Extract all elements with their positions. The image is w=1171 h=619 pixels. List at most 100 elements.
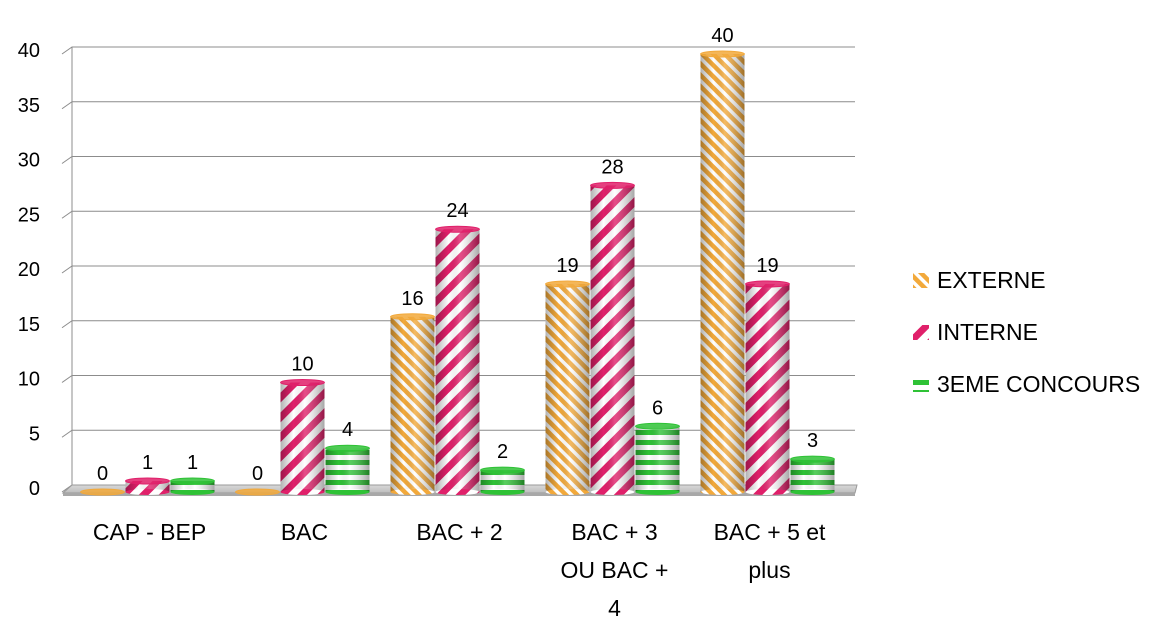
- data-label: 28: [601, 156, 623, 178]
- legend-label: EXTERNE: [937, 267, 1046, 293]
- legend: EXTERNE INTERNE 3EME CONCOURS: [913, 267, 1140, 397]
- data-label: 40: [711, 25, 733, 47]
- data-label: 1: [187, 452, 198, 474]
- legend-label: 3EME CONCOURS: [937, 371, 1140, 397]
- bar-bottom: [635, 489, 680, 495]
- bar-bottom: [125, 489, 170, 495]
- legend-item: INTERNE: [913, 319, 1038, 345]
- bar-top: [745, 280, 790, 288]
- bar: [170, 477, 215, 495]
- bar-bottom: [790, 489, 835, 495]
- bar-top: [125, 477, 170, 485]
- category-label: BAC + 3: [571, 519, 657, 545]
- bar-bottom: [435, 489, 480, 495]
- bar-bottom: [390, 489, 435, 495]
- data-label: 10: [291, 354, 313, 376]
- bar: [590, 181, 635, 495]
- x-axis: CAP - BEP BAC BAC + 2 BAC + 3 OU BAC + 4 BAC +…: [93, 519, 826, 619]
- y-tick-label: 35: [18, 95, 40, 117]
- category-label: plus: [748, 557, 790, 583]
- legend-swatch: [913, 325, 929, 340]
- y-tick-label: 0: [29, 478, 40, 500]
- bar-bottom: [170, 489, 215, 495]
- legend-swatch: [913, 273, 929, 288]
- data-label: 16: [401, 288, 423, 310]
- bar-top: [635, 422, 680, 430]
- y-tick-label: 20: [18, 259, 40, 281]
- y-tick-label: 30: [18, 150, 40, 172]
- bar-top: [280, 379, 325, 386]
- category-label: CAP - BEP: [93, 519, 206, 545]
- y-tick-label: 25: [18, 204, 40, 226]
- bar-shading: [435, 229, 480, 492]
- bar-top: [390, 313, 435, 321]
- data-label: 2: [497, 441, 508, 463]
- data-label: 3: [807, 430, 818, 452]
- bars: [80, 50, 835, 496]
- bar-shading: [545, 283, 590, 492]
- bar: [700, 50, 745, 495]
- bar-bottom: [745, 489, 790, 495]
- bar: [390, 313, 435, 495]
- bar-bottom: [280, 489, 325, 495]
- y-tick-label: 5: [29, 423, 40, 445]
- legend-item: EXTERNE: [913, 267, 1046, 293]
- bar: [790, 455, 835, 495]
- bar: [325, 444, 370, 495]
- data-label: 4: [342, 419, 353, 441]
- category-label: BAC + 2: [416, 519, 502, 545]
- bar-top: [325, 444, 370, 452]
- bar-shading: [590, 185, 635, 492]
- bar-top: [700, 50, 745, 58]
- bar-shading: [635, 426, 680, 492]
- bar-top: [170, 477, 215, 485]
- bar-top: [545, 280, 590, 288]
- bar-shading: [480, 470, 525, 492]
- bar-shading: [745, 283, 790, 492]
- legend-label: INTERNE: [937, 319, 1038, 345]
- legend-item: 3EME CONCOURS: [913, 371, 1140, 397]
- y-axis: 0 5 10 15 20 25 30 35 40: [18, 40, 40, 500]
- data-label: 24: [446, 200, 468, 222]
- bar: [80, 488, 125, 496]
- bar: [280, 379, 325, 495]
- category-label: BAC + 5 et: [714, 519, 826, 545]
- bar-bottom: [480, 489, 525, 495]
- y-tick-label: 10: [18, 369, 40, 391]
- bar-top: [790, 455, 835, 463]
- bar: [235, 488, 280, 496]
- bar-top: [480, 466, 525, 474]
- data-label: 0: [252, 463, 263, 485]
- bar-bottom: [590, 489, 635, 495]
- bar-top: [235, 488, 280, 496]
- category-label: 4: [608, 595, 621, 619]
- gridlines: [61, 46, 855, 493]
- bar: [635, 422, 680, 495]
- bar-top: [435, 225, 480, 233]
- category-label: OU BAC +: [560, 557, 668, 583]
- bar-top: [590, 181, 635, 189]
- bar: [745, 280, 790, 495]
- bar-shading: [170, 481, 215, 492]
- bar-shading: [390, 316, 435, 492]
- bar: [480, 466, 525, 495]
- category-label: BAC: [281, 519, 328, 545]
- y-tick-label: 40: [18, 40, 40, 62]
- y-tick-label: 15: [18, 314, 40, 336]
- legend-swatch: [913, 377, 929, 392]
- bar-shading: [125, 481, 170, 492]
- bar-shading: [280, 382, 325, 492]
- bar-top: [80, 488, 125, 496]
- data-label: 6: [652, 397, 663, 419]
- bar-shading: [700, 54, 745, 492]
- data-label: 19: [556, 255, 578, 277]
- bar-shading: [325, 448, 370, 492]
- bar-bottom: [325, 489, 370, 495]
- bar-bottom: [545, 489, 590, 495]
- bar: [545, 280, 590, 495]
- bar: [125, 477, 170, 495]
- data-label: 0: [97, 463, 108, 485]
- bar-shading: [790, 459, 835, 492]
